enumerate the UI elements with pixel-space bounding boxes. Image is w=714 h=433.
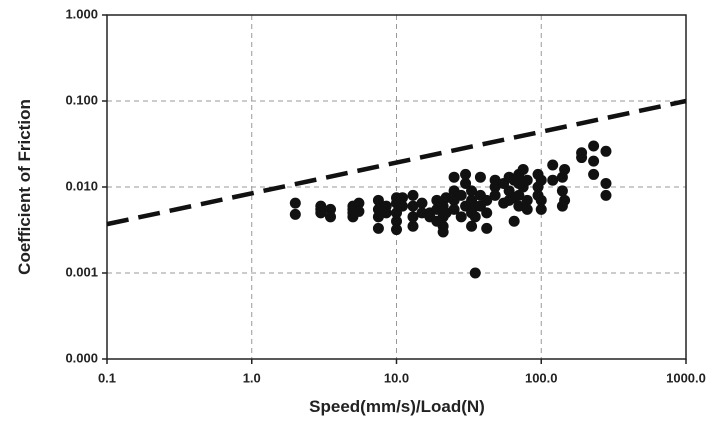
point bbox=[289, 208, 301, 220]
point bbox=[416, 197, 428, 209]
point bbox=[489, 181, 501, 193]
point bbox=[448, 171, 460, 183]
point bbox=[481, 222, 493, 234]
point bbox=[600, 145, 612, 157]
y-tick-label: 0.100 bbox=[65, 92, 98, 107]
plot-frame bbox=[106, 14, 687, 360]
point bbox=[588, 155, 600, 167]
x-tick-label: 10.0 bbox=[384, 370, 409, 385]
point bbox=[600, 177, 612, 189]
point bbox=[513, 200, 525, 212]
point bbox=[559, 194, 571, 206]
point bbox=[396, 200, 408, 212]
point bbox=[559, 163, 571, 175]
point bbox=[448, 203, 460, 215]
point bbox=[576, 147, 588, 159]
point bbox=[547, 159, 559, 171]
point bbox=[460, 177, 472, 189]
point bbox=[588, 168, 600, 180]
point bbox=[521, 194, 533, 206]
point bbox=[469, 267, 481, 279]
point bbox=[481, 207, 493, 219]
y-tick-label: 0.000 bbox=[65, 350, 98, 365]
point bbox=[521, 174, 533, 186]
point bbox=[466, 220, 478, 232]
point bbox=[407, 220, 419, 232]
point bbox=[588, 140, 600, 152]
trend-line bbox=[106, 98, 687, 227]
y-tick-label: 0.001 bbox=[65, 264, 98, 279]
point bbox=[547, 174, 559, 186]
x-axis-title: Speed(mm/s)/Load(N) bbox=[309, 397, 485, 416]
point bbox=[353, 197, 365, 209]
point bbox=[396, 192, 408, 204]
point bbox=[372, 194, 384, 206]
point bbox=[535, 174, 547, 186]
point bbox=[508, 215, 520, 227]
point bbox=[513, 189, 525, 201]
x-tick-label: 100.0 bbox=[525, 370, 558, 385]
point bbox=[466, 185, 478, 197]
point bbox=[535, 194, 547, 206]
point bbox=[353, 205, 365, 217]
point bbox=[556, 185, 568, 197]
point bbox=[407, 200, 419, 212]
point bbox=[521, 203, 533, 215]
point bbox=[481, 194, 493, 206]
point bbox=[325, 211, 337, 223]
y-axis-title: Coefficient of Friction bbox=[15, 99, 34, 275]
point bbox=[380, 207, 392, 219]
point bbox=[460, 168, 472, 180]
x-tick-label: 1000.0 bbox=[666, 370, 706, 385]
point bbox=[407, 211, 419, 223]
point bbox=[407, 189, 419, 201]
point bbox=[474, 171, 486, 183]
point bbox=[372, 222, 384, 234]
point bbox=[455, 211, 467, 223]
point bbox=[391, 224, 402, 236]
point bbox=[437, 226, 449, 238]
point bbox=[315, 207, 327, 219]
x-tick-label: 0.1 bbox=[98, 370, 116, 385]
point bbox=[535, 203, 547, 215]
point bbox=[469, 211, 481, 223]
point bbox=[489, 189, 501, 201]
y-tick-label: 1.000 bbox=[65, 6, 98, 21]
y-tick-label: 0.010 bbox=[65, 178, 98, 193]
point bbox=[517, 163, 529, 175]
x-tick-label: 1.0 bbox=[243, 370, 261, 385]
point bbox=[600, 189, 612, 201]
point bbox=[455, 189, 467, 201]
point bbox=[391, 215, 402, 227]
point bbox=[289, 197, 301, 209]
